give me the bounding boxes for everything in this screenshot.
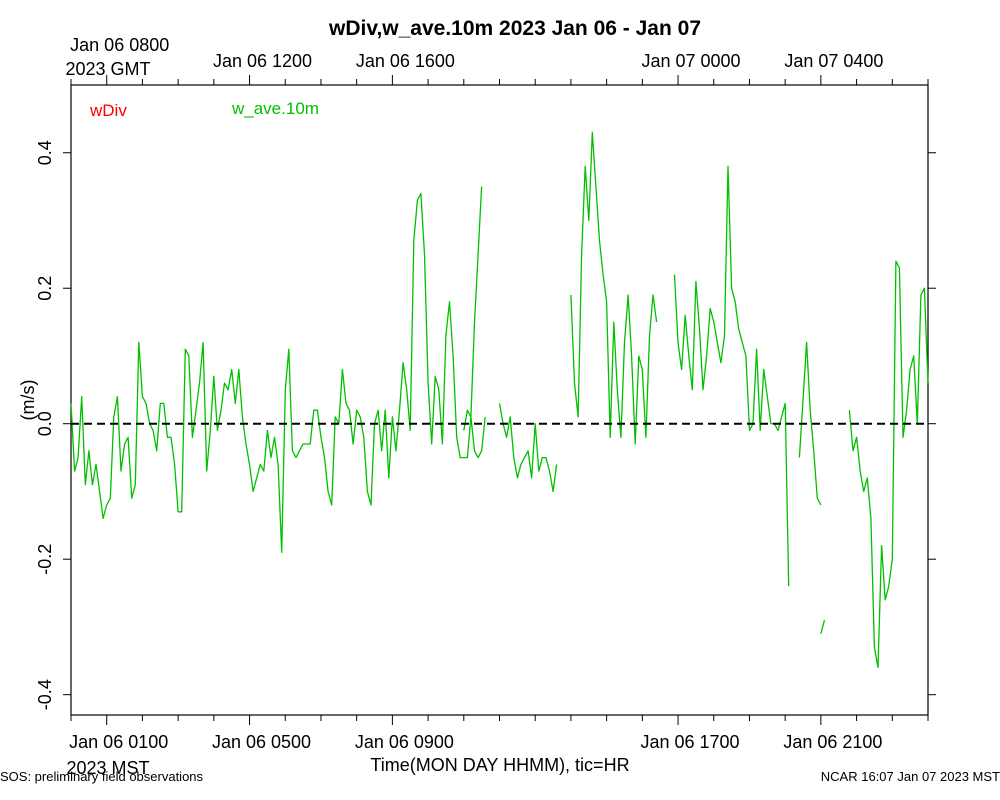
x-tick-label-bottom: Jan 06 1700 — [640, 732, 739, 752]
x-axis-ticks: Jan 06 0100 Jan 06 0500 Jan 06 0900 Jan 06 … — [69, 35, 929, 752]
top-axis-tz-label: 2023 GMT — [65, 59, 150, 79]
chart-title: wDiv,w_ave.10m 2023 Jan 06 - Jan 07 — [328, 17, 701, 40]
x-tick-label-bottom: Jan 06 0500 — [212, 732, 311, 752]
series-line-w-ave-10m-segment-4 — [570, 131, 658, 445]
x-tick-label-top: Jan 07 0000 — [641, 51, 740, 71]
plot-frame — [70, 84, 929, 716]
legend-label-w-ave-10m: w_ave.10m — [231, 99, 319, 118]
x-axis-label: Time(MON DAY HHMM), tic=HR — [370, 755, 629, 775]
legend-label-wdiv: wDiv — [89, 101, 127, 120]
series-line-w-ave-10m-segment-5 — [673, 165, 790, 587]
series-line-w-ave-10m-segment-7 — [820, 620, 826, 634]
series-line-w-ave-10m-segment-2 — [498, 403, 558, 493]
x-tick-label-bottom: Jan 06 0100 — [69, 732, 168, 752]
y-axis-label: (m/s) — [18, 380, 38, 421]
x-tick-label-bottom: Jan 06 0900 — [355, 732, 454, 752]
x-tick-label-bottom: Jan 06 2100 — [783, 732, 882, 752]
y-tick-label: 0.2 — [35, 276, 55, 301]
y-tick-label: 0.0 — [35, 411, 55, 436]
bottom-axis-tz-label: 2023 MST — [66, 758, 149, 778]
y-tick-label: -0.4 — [35, 679, 55, 710]
x-tick-label-top: Jan 07 0400 — [784, 51, 883, 71]
series-line-w-ave-10m-segment-1 — [70, 186, 483, 554]
series-layer — [70, 131, 929, 669]
x-tick-label-top: Jan 06 1600 — [356, 51, 455, 71]
series-line-w-ave-10m-segment-6 — [798, 341, 822, 506]
x-tick-label-top: Jan 06 0800 — [70, 35, 169, 55]
x-tick-label-top: Jan 06 1200 — [213, 51, 312, 71]
series-line-w-ave-10m-segment-3 — [463, 409, 486, 459]
footer-left: SOS: preliminary field observations — [0, 769, 204, 784]
series-line-w-ave-10m-segment-8 — [848, 260, 929, 669]
y-tick-label: -0.2 — [35, 544, 55, 575]
y-axis-ticks: -0.4 -0.2 0.0 0.2 0.4 — [35, 140, 936, 710]
y-tick-label: 0.4 — [35, 140, 55, 165]
footer-right: NCAR 16:07 Jan 07 2023 MST — [821, 769, 1000, 784]
